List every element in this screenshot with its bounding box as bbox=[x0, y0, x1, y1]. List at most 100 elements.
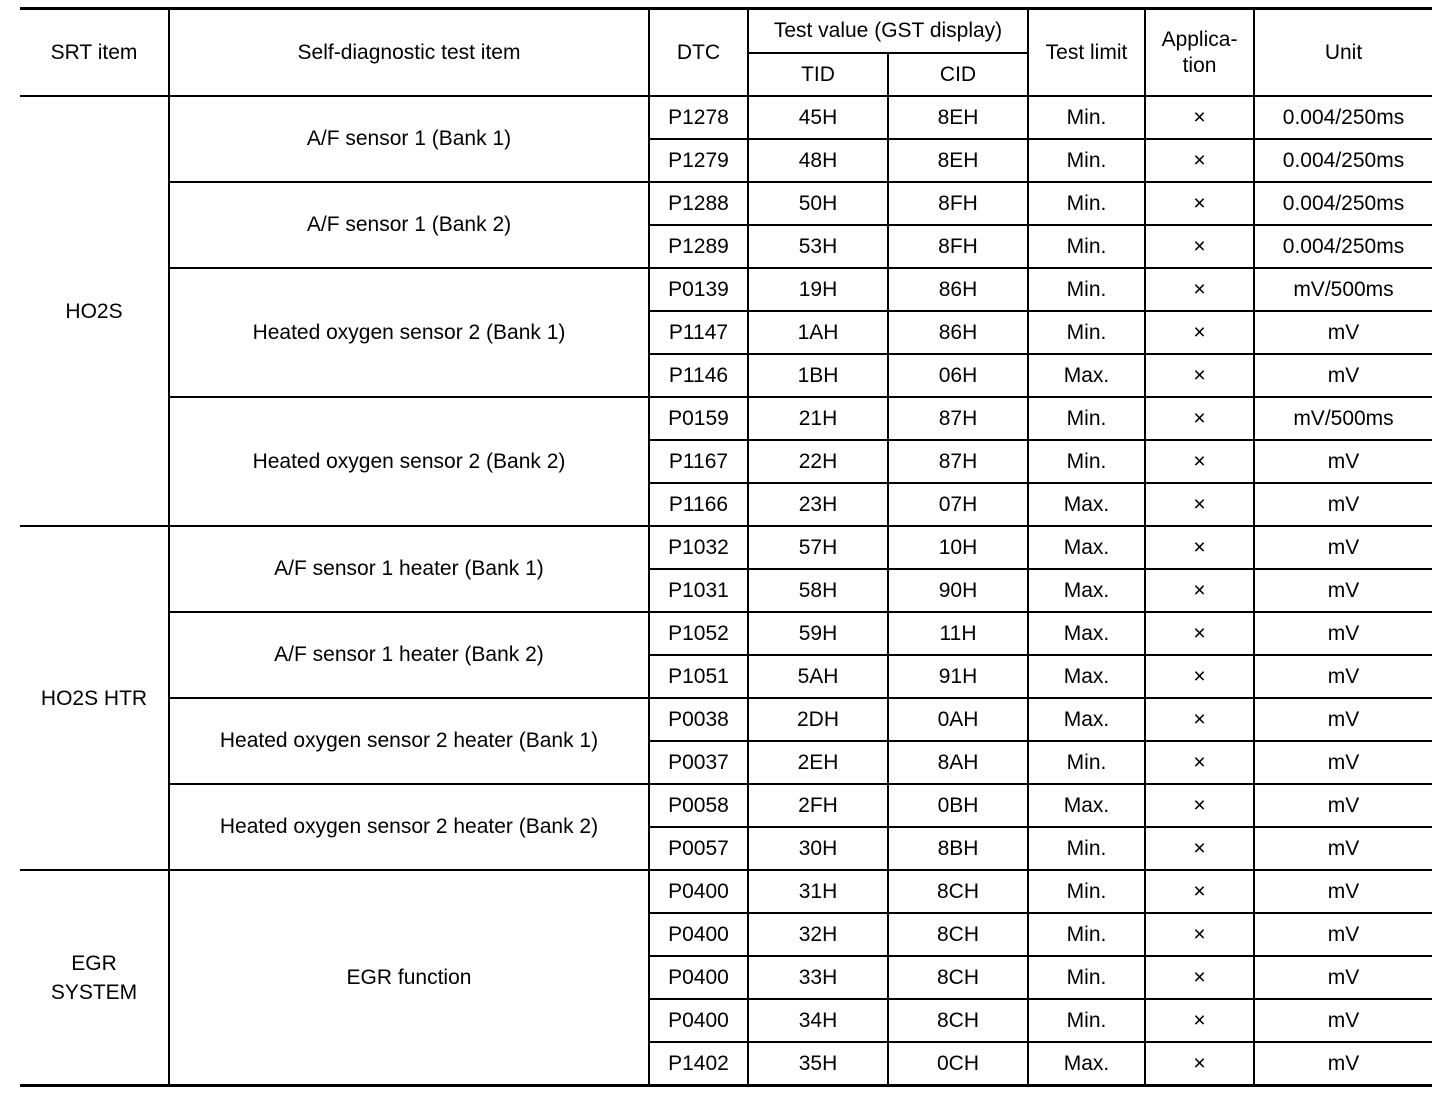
application-cell: × bbox=[1144, 138, 1255, 183]
test-limit-cell: Min. bbox=[1027, 267, 1146, 312]
application-cell: × bbox=[1144, 224, 1255, 269]
test-limit-cell: Min. bbox=[1027, 439, 1146, 484]
application-cell: × bbox=[1144, 396, 1255, 441]
table-row: P1279 48H 8EH Min. × 0.004/250ms bbox=[20, 138, 1432, 183]
application-cell: × bbox=[1144, 912, 1255, 957]
application-cell: × bbox=[1144, 95, 1255, 140]
test-limit-cell: Min. bbox=[1027, 740, 1146, 785]
dtc-cell: P1167 bbox=[649, 439, 749, 484]
table-row: A/F sensor 1 heater (Bank 2) P1052 59H 11H M… bbox=[20, 611, 1432, 699]
cid-cell: 8FH bbox=[887, 224, 1029, 269]
application-cell: × bbox=[1144, 568, 1255, 613]
cid-cell: 86H bbox=[887, 310, 1029, 355]
application-cell: × bbox=[1144, 826, 1255, 871]
dtc-cell: P0400 bbox=[649, 912, 749, 957]
test-limit-cell: Max. bbox=[1027, 482, 1146, 527]
self-diagnostic-test-item-cell: A/F sensor 1 heater (Bank 2) bbox=[169, 611, 650, 699]
cid-cell: 8CH bbox=[887, 998, 1029, 1043]
tid-cell: 1AH bbox=[747, 310, 889, 355]
table-body: HO2S A/F sensor 1 (Bank 1) P1278 45H 8EH Min.… bbox=[20, 95, 1432, 1087]
tid-cell: 33H bbox=[747, 955, 889, 1000]
cid-cell: 8EH bbox=[887, 95, 1029, 140]
dtc-cell: P1031 bbox=[649, 568, 749, 613]
test-limit-cell: Min. bbox=[1027, 310, 1146, 355]
test-limit-cell: Max. bbox=[1027, 611, 1146, 656]
cid-cell: 07H bbox=[887, 482, 1029, 527]
application-cell: × bbox=[1144, 439, 1255, 484]
cid-cell: 86H bbox=[887, 267, 1029, 312]
unit-cell: mV bbox=[1253, 439, 1432, 484]
header-test-value: Test value (GST display) bbox=[747, 7, 1029, 54]
test-limit-cell: Min. bbox=[1027, 224, 1146, 269]
table-row: P1167 22H 87H Min. × mV bbox=[20, 439, 1432, 484]
unit-cell: mV bbox=[1253, 740, 1432, 785]
table-row: HO2S HTR A/F sensor 1 heater (Bank 1) P103… bbox=[20, 525, 1432, 871]
table-row: Heated oxygen sensor 2 heater (Bank 2) P0… bbox=[20, 783, 1432, 871]
dtc-cell: P1051 bbox=[649, 654, 749, 699]
cid-cell: 8FH bbox=[887, 181, 1029, 226]
test-limit-cell: Min. bbox=[1027, 138, 1146, 183]
test-limit-cell: Min. bbox=[1027, 95, 1146, 140]
dtc-cell: P0057 bbox=[649, 826, 749, 871]
application-cell: × bbox=[1144, 783, 1255, 828]
cid-cell: 8CH bbox=[887, 912, 1029, 957]
tid-cell: 34H bbox=[747, 998, 889, 1043]
header-test-limit: Test limit bbox=[1027, 7, 1146, 97]
dtc-cell: P1279 bbox=[649, 138, 749, 183]
unit-cell: mV/500ms bbox=[1253, 267, 1432, 312]
unit-cell: mV bbox=[1253, 912, 1432, 957]
header-application: Applica- tion bbox=[1144, 7, 1255, 97]
cid-cell: 0AH bbox=[887, 697, 1029, 742]
cid-cell: 06H bbox=[887, 353, 1029, 398]
test-limit-cell: Max. bbox=[1027, 568, 1146, 613]
test-limit-cell: Max. bbox=[1027, 697, 1146, 742]
cid-cell: 87H bbox=[887, 439, 1029, 484]
dtc-cell: P0139 bbox=[648, 267, 749, 312]
tid-cell: 2EH bbox=[747, 740, 889, 785]
application-cell: × bbox=[1144, 611, 1255, 656]
table-row: P0400 33H 8CH Min. × mV bbox=[20, 955, 1432, 1000]
unit-cell: mV bbox=[1253, 826, 1432, 871]
unit-cell: mV bbox=[1253, 353, 1432, 398]
test-limit-cell: Min. bbox=[1027, 826, 1146, 871]
table-row: HO2S A/F sensor 1 (Bank 1) P1278 45H 8EH Min.… bbox=[20, 95, 1432, 527]
cid-cell: 11H bbox=[887, 611, 1029, 656]
test-limit-cell: Max. bbox=[1027, 1041, 1146, 1087]
unit-cell: mV bbox=[1253, 783, 1432, 828]
header-tid: TID bbox=[748, 52, 889, 97]
table-row: P0400 32H 8CH Min. × mV bbox=[20, 912, 1432, 957]
table-row: Heated oxygen sensor 2 heater (Bank 1) P0… bbox=[20, 697, 1432, 785]
application-cell: × bbox=[1144, 654, 1255, 699]
unit-cell: 0.004/250ms bbox=[1253, 95, 1432, 140]
table-row: P0057 30H 8BH Min. × mV bbox=[20, 826, 1432, 871]
table-row: A/F sensor 1 (Bank 2) P1288 50H 8FH Min. × 0.0… bbox=[20, 181, 1432, 269]
application-cell: × bbox=[1144, 267, 1255, 312]
unit-cell: mV bbox=[1253, 525, 1432, 570]
dtc-cell: P1289 bbox=[649, 224, 749, 269]
dtc-cell: P1052 bbox=[648, 611, 749, 656]
unit-cell: mV bbox=[1253, 998, 1432, 1043]
dtc-cell: P0037 bbox=[649, 740, 749, 785]
header-self-diagnostic-test-item: Self-diagnostic test item bbox=[168, 7, 650, 97]
test-limit-cell: Max. bbox=[1027, 353, 1146, 398]
cid-cell: 0BH bbox=[887, 783, 1029, 828]
unit-cell: mV bbox=[1253, 697, 1432, 742]
dtc-cell: P0058 bbox=[648, 783, 749, 828]
test-limit-cell: Min. bbox=[1027, 396, 1146, 441]
table-row: P1031 58H 90H Max. × mV bbox=[20, 568, 1432, 613]
self-diagnostic-test-item-cell: A/F sensor 1 (Bank 2) bbox=[169, 181, 650, 269]
test-limit-cell: Min. bbox=[1027, 955, 1146, 1000]
unit-cell: mV bbox=[1253, 482, 1432, 527]
cid-cell: 8AH bbox=[887, 740, 1029, 785]
application-cell: × bbox=[1144, 353, 1255, 398]
application-cell: × bbox=[1144, 955, 1255, 1000]
self-diagnostic-test-item-cell: Heated oxygen sensor 2 heater (Bank 2) bbox=[169, 783, 650, 871]
srt-item-cell: HO2S HTR bbox=[20, 525, 170, 871]
srt-item-cell: EGR SYSTEM bbox=[20, 869, 170, 1087]
application-cell: × bbox=[1144, 869, 1255, 914]
header-srt-item: SRT item bbox=[20, 7, 170, 97]
table-row: P1289 53H 8FH Min. × 0.004/250ms bbox=[20, 224, 1432, 269]
cid-cell: 8BH bbox=[887, 826, 1029, 871]
unit-cell: mV bbox=[1253, 869, 1432, 914]
self-diagnostic-test-item-cell: Heated oxygen sensor 2 heater (Bank 1) bbox=[169, 697, 650, 785]
